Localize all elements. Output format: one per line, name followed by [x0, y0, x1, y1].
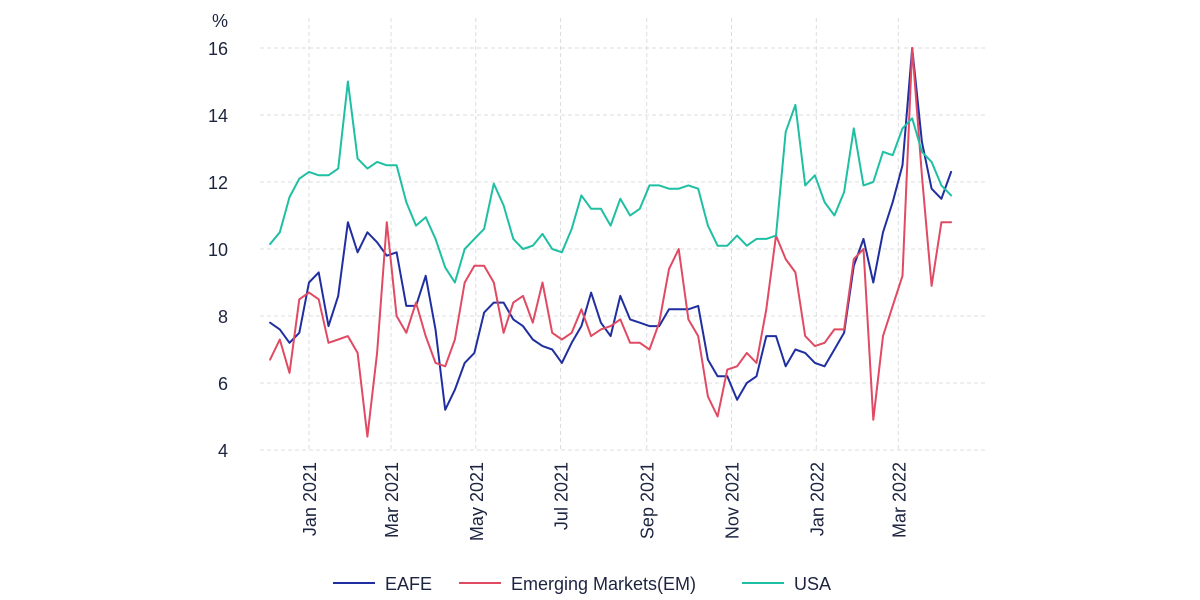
legend-item-em[interactable]: Emerging Markets(EM) [459, 574, 696, 594]
series-line-eafe [269, 47, 953, 411]
y-tick-label: 4 [218, 441, 228, 461]
series-line-emerging-markets-em [269, 47, 953, 438]
x-tick-label: Jul 2021 [552, 462, 572, 530]
x-tick-label: Mar 2022 [889, 462, 909, 538]
x-tick-label: Mar 2021 [382, 462, 402, 538]
series-line-usa [269, 80, 953, 284]
y-tick-label: 8 [218, 307, 228, 327]
x-tick-label: Jan 2021 [300, 462, 320, 536]
legend-label-em: Emerging Markets(EM) [511, 574, 696, 594]
y-tick-label: 16 [208, 39, 228, 59]
y-axis-ticks: 4 6 8 10 12 14 16 [208, 39, 228, 461]
y-tick-label: 14 [208, 106, 228, 126]
legend-item-eafe[interactable]: EAFE [333, 574, 432, 594]
x-tick-label: May 2021 [467, 462, 487, 541]
series [269, 47, 953, 438]
x-tick-label: Nov 2021 [723, 462, 743, 539]
x-tick-label: Sep 2021 [638, 462, 658, 539]
legend: EAFE Emerging Markets(EM) USA [333, 574, 831, 594]
legend-item-usa[interactable]: USA [742, 574, 831, 594]
legend-label-usa: USA [794, 574, 831, 594]
x-tick-label: Jan 2022 [807, 462, 827, 536]
x-axis-ticks: Jan 2021 Mar 2021 May 2021 Jul 2021 Sep 2021… [300, 462, 909, 541]
y-tick-label: 10 [208, 240, 228, 260]
y-axis-unit-label: % [212, 11, 228, 31]
y-tick-label: 12 [208, 173, 228, 193]
legend-label-eafe: EAFE [385, 574, 432, 594]
y-tick-label: 6 [218, 374, 228, 394]
